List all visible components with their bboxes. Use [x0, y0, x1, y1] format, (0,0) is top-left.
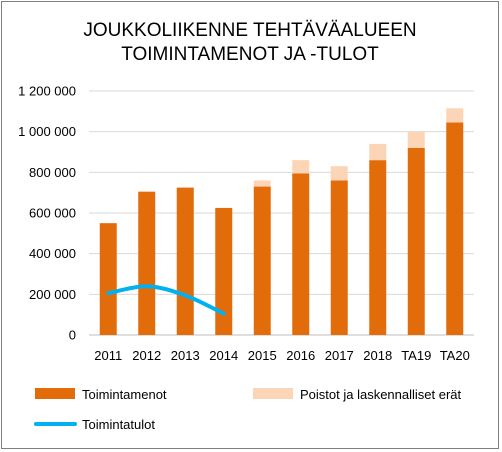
x-tick-label: 2015: [248, 348, 277, 363]
y-tick-label: 400 000: [29, 246, 76, 261]
y-tick-label: 800 000: [29, 165, 76, 180]
y-tick-label: 1 000 000: [18, 124, 76, 139]
bar-poistot: [330, 166, 348, 181]
x-tick-label: 2014: [209, 348, 238, 363]
chart-title-line-1: JOUKKOLIIKENNE TEHTÄVÄALUEEN: [83, 20, 416, 41]
legend-label-poistot: Poistot ja laskennalliset erät: [300, 387, 462, 402]
bar-toimintamenot: [292, 173, 310, 335]
bar-poistot: [369, 143, 387, 161]
y-tick-label: 0: [69, 328, 76, 343]
legend-label-toimintamenot: Toimintamenot: [82, 387, 167, 402]
x-tick-label: 2018: [363, 348, 392, 363]
x-tick-label: 2016: [286, 348, 315, 363]
bar-poistot: [407, 131, 425, 148]
legend-swatch-poistot: [253, 388, 293, 399]
bar-poistot: [446, 108, 464, 123]
x-tick-label: TA19: [401, 348, 431, 363]
chart-title-line-2: TOIMINTAMENOT JA -TULOT: [121, 44, 379, 65]
bar-toimintamenot: [446, 122, 464, 336]
bar-toimintamenot: [99, 223, 117, 335]
x-tick-label: 2017: [325, 348, 354, 363]
y-tick-label: 200 000: [29, 287, 76, 302]
y-tick-label: 1 200 000: [18, 84, 76, 99]
legend-swatch-toimintamenot: [35, 388, 75, 399]
x-tick-label: 2012: [132, 348, 161, 363]
bar-poistot: [292, 160, 310, 174]
bar-toimintamenot: [369, 160, 387, 335]
y-tick-label: 600 000: [29, 206, 76, 221]
bar-poistot: [253, 180, 271, 187]
bar-toimintamenot: [215, 207, 233, 335]
line-toimintatulot: [106, 284, 226, 316]
bar-toimintamenot: [407, 147, 425, 335]
x-tick-label: 2011: [94, 348, 122, 363]
bar-toimintamenot: [176, 187, 194, 335]
x-tick-label: 2013: [171, 348, 200, 363]
bar-toimintamenot: [253, 186, 271, 335]
bar-toimintamenot: [138, 191, 156, 335]
x-tick-label: TA20: [440, 348, 470, 363]
legend-label-toimintatulot: Toimintatulot: [82, 417, 155, 432]
bar-toimintamenot: [330, 180, 348, 335]
